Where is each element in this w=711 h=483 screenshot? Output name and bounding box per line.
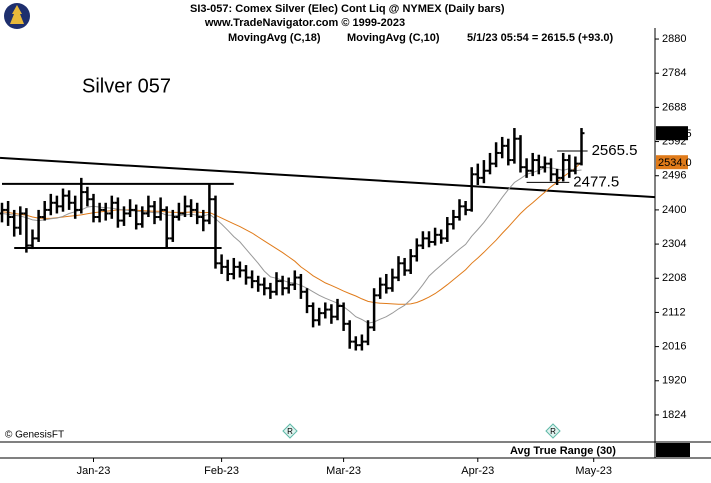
svg-text:R: R	[550, 427, 556, 436]
legend-ma10: MovingAvg (C,10)	[347, 32, 440, 44]
x-tick-label: Apr-23	[461, 465, 494, 477]
y-tick-label: 2496	[662, 170, 686, 182]
logo	[4, 3, 30, 29]
annotation: Silver 057	[82, 75, 171, 97]
trendline	[0, 156, 655, 199]
indicator-name: Avg True Range (30)	[510, 445, 616, 457]
y-tick-label: 2688	[662, 101, 686, 113]
event-icon: R	[282, 423, 298, 439]
x-tick-label: Feb-23	[204, 465, 239, 477]
y-tick-label: 1920	[662, 375, 686, 387]
ma-flag-label: 2534.0	[658, 157, 692, 169]
x-tick-label: Mar-23	[326, 465, 361, 477]
level-label: 2565.5	[592, 142, 638, 159]
y-tick-label: 2880	[662, 33, 686, 45]
level-label: 2477.5	[573, 173, 619, 190]
source: © GenesisFT	[5, 430, 64, 441]
y-tick-label: 2208	[662, 272, 686, 284]
y-tick-label: 2784	[662, 67, 686, 79]
ma-flag	[656, 155, 688, 170]
indicator-value: 60.12	[658, 445, 686, 457]
last-price-flag-label: 2615.5	[658, 128, 692, 140]
y-tick-label: 2112	[662, 306, 686, 318]
y-tick-label: 1824	[662, 409, 686, 421]
last-price-flag	[656, 126, 688, 141]
event-icon: R	[545, 423, 561, 439]
subtitle: www.TradeNavigator.com © 1999-2023	[204, 17, 405, 29]
y-tick-label: 2016	[662, 341, 686, 353]
indicator-box	[656, 443, 690, 457]
y-tick-label: 2304	[662, 238, 686, 250]
plot-area	[0, 128, 655, 351]
x-tick-label: Jan-23	[77, 465, 111, 477]
x-tick-label: May-23	[575, 465, 612, 477]
svg-text:R: R	[287, 427, 293, 436]
quote: 5/1/23 05:54 = 2615.5 (+93.0)	[467, 32, 614, 44]
legend-ma18: MovingAvg (C,18)	[228, 32, 321, 44]
chart-title: SI3-057: Comex Silver (Elec) Cont Liq @ …	[190, 3, 505, 15]
y-tick-label: 2400	[662, 204, 686, 216]
